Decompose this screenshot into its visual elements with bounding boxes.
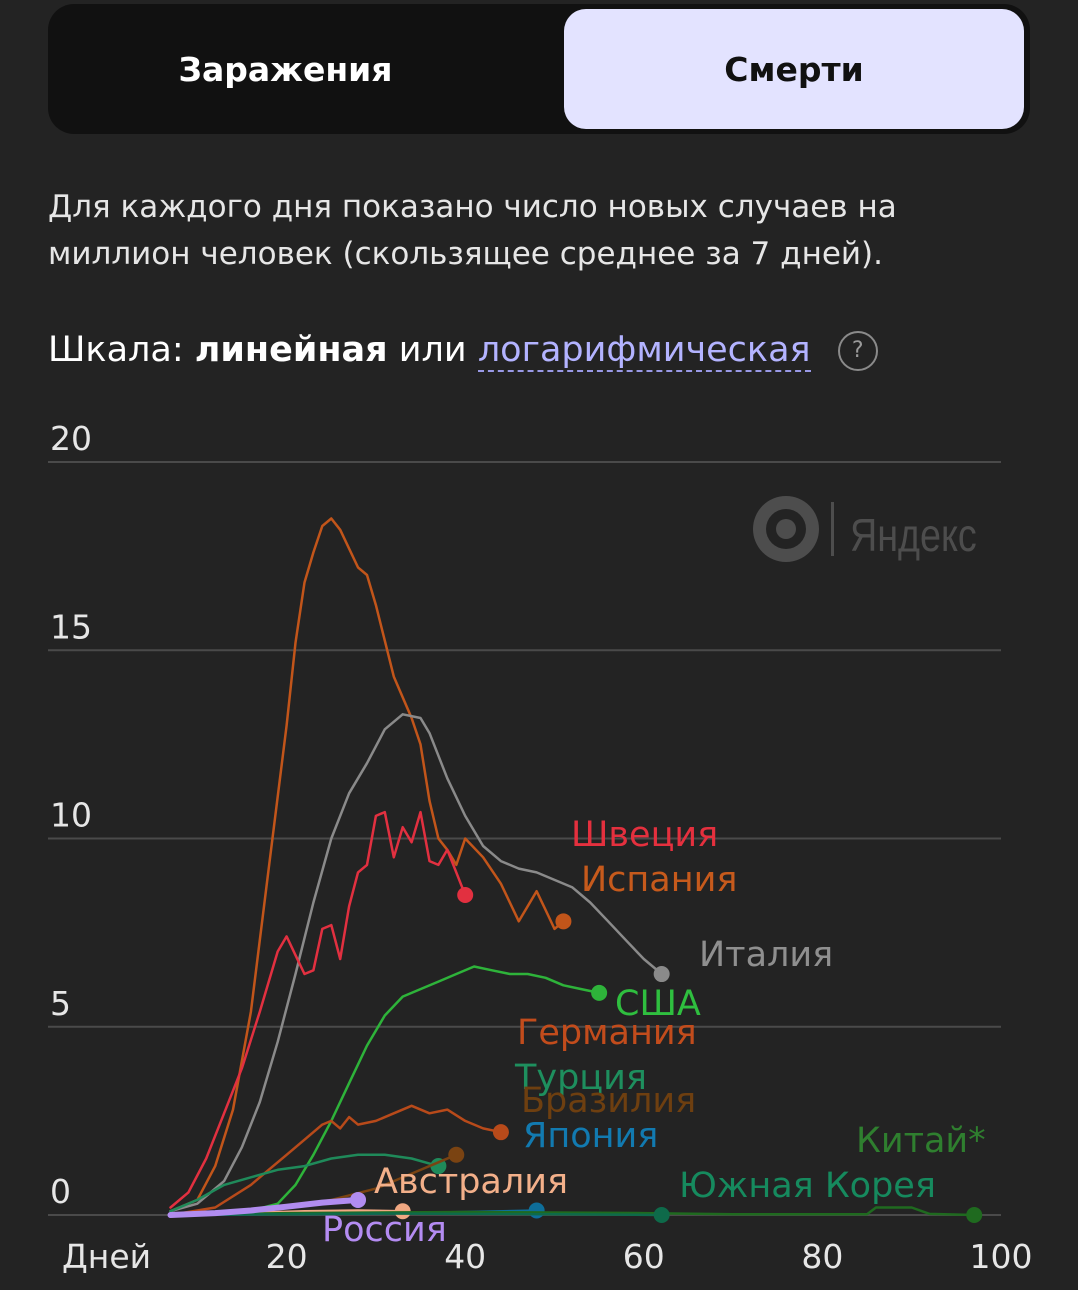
- series-label[interactable]: Турция: [514, 1058, 647, 1098]
- series-label[interactable]: Япония: [523, 1116, 658, 1156]
- series-end-marker[interactable]: [448, 1146, 465, 1163]
- series-line[interactable]: [169, 965, 601, 1217]
- series-label[interactable]: Италия: [699, 935, 833, 975]
- scale-or: или: [398, 330, 467, 370]
- y-tick-label: 5: [50, 984, 71, 1023]
- y-tick-label: 0: [50, 1172, 71, 1211]
- series-end-marker[interactable]: [457, 886, 474, 903]
- series-end-marker[interactable]: [653, 966, 670, 983]
- series-line[interactable]: [169, 1104, 503, 1217]
- series-end-marker[interactable]: [966, 1207, 983, 1223]
- series-end-marker[interactable]: [555, 913, 572, 930]
- series-label[interactable]: Россия: [322, 1210, 447, 1250]
- series-end-marker[interactable]: [591, 984, 608, 1001]
- scale-linear-option[interactable]: линейная: [194, 330, 388, 370]
- series-label[interactable]: Испания: [581, 860, 737, 900]
- tab-deaths[interactable]: Смерти: [564, 9, 1024, 129]
- y-tick-label: 15: [50, 607, 92, 646]
- y-tick-label: 10: [50, 796, 92, 835]
- scale-log-option[interactable]: логарифмическая: [477, 330, 811, 372]
- x-tick-label: 20: [266, 1237, 308, 1276]
- series-line[interactable]: [169, 1153, 440, 1213]
- chart-description: Для каждого дня показано число новых слу…: [48, 189, 897, 272]
- x-tick-label: 40: [444, 1237, 486, 1276]
- x-tick-label: 100: [970, 1237, 1033, 1276]
- x-tick-label: 60: [623, 1237, 665, 1276]
- series-label[interactable]: США: [615, 984, 701, 1024]
- series-label[interactable]: Германия: [517, 1013, 697, 1053]
- series-end-marker[interactable]: [653, 1207, 670, 1223]
- series-label[interactable]: Южная Корея: [679, 1166, 936, 1206]
- series-label[interactable]: Бразилия: [521, 1081, 696, 1121]
- series-end-marker[interactable]: [350, 1191, 367, 1208]
- x-tick-label: 80: [801, 1237, 843, 1276]
- series-line[interactable]: [169, 1212, 663, 1217]
- metric-toggle: Заражения Смерти: [48, 4, 1030, 134]
- yandex-watermark: Яндекс: [753, 496, 977, 562]
- tab-infections[interactable]: Заражения: [178, 49, 393, 89]
- series-end-marker[interactable]: [492, 1124, 509, 1141]
- series-label[interactable]: Китай*: [856, 1121, 986, 1161]
- question-icon[interactable]: ?: [837, 331, 878, 371]
- series-line[interactable]: [167, 1196, 361, 1218]
- x-axis-label: Дней: [62, 1237, 151, 1276]
- scale-selector: Шкала: линейная или логарифмическая ?: [48, 330, 878, 372]
- series-end-marker[interactable]: [528, 1202, 545, 1219]
- y-tick-label: 20: [50, 419, 92, 458]
- series-end-marker[interactable]: [430, 1158, 447, 1175]
- series-line[interactable]: [169, 810, 467, 1209]
- watermark-text: Яндекс: [850, 509, 977, 560]
- series-line[interactable]: [169, 517, 565, 1213]
- series-label[interactable]: Австралия: [374, 1162, 568, 1202]
- scale-prefix: Шкала:: [48, 330, 184, 370]
- series-label[interactable]: Швеция: [571, 815, 718, 855]
- series-line[interactable]: [169, 713, 663, 1213]
